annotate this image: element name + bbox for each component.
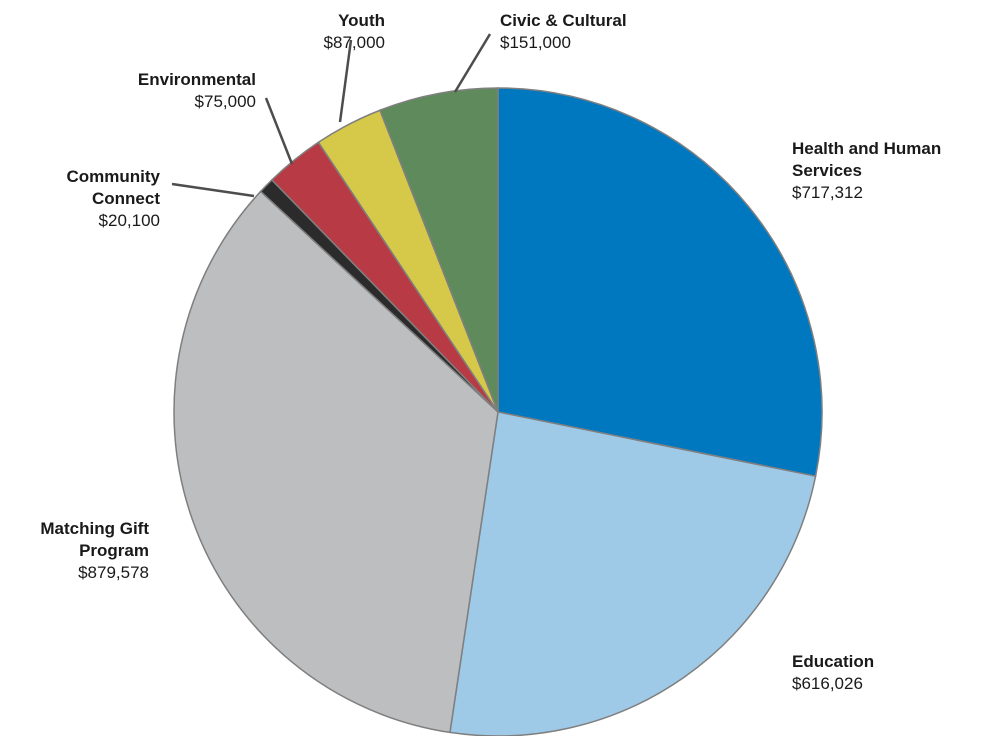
slice-label-community-connect: Community Connect $20,100	[67, 167, 161, 230]
slice-name: Environmental	[138, 70, 256, 89]
leader-line-community-connect	[171, 182, 255, 198]
leader-line-youth	[338, 39, 353, 123]
slice-label-youth: Youth $87,000	[324, 11, 385, 52]
slice-value: $879,578	[78, 563, 149, 582]
slice-label-matching-gift-program: Matching Gift Program $879,578	[40, 519, 149, 582]
slice-labels: Health and Human Services $717,312 Educatio…	[40, 11, 941, 693]
slice-name: Services	[792, 161, 862, 180]
slice-label-civic-and-cultural: Civic & Cultural $151,000	[500, 11, 627, 52]
slice-label-health-and-human-services: Health and Human Services $717,312	[792, 139, 941, 202]
slice-name: Civic & Cultural	[500, 11, 627, 30]
slice-name: Education	[792, 652, 874, 671]
pie-slice-health-and-human-services	[497, 87, 823, 478]
leader-line-civic-and-cultural	[453, 33, 492, 93]
slice-name: Connect	[92, 189, 160, 208]
slice-value: $87,000	[324, 33, 385, 52]
slice-value: $20,100	[99, 211, 160, 230]
pie-slice-matching-gift-program	[173, 190, 499, 734]
slice-value: $75,000	[195, 92, 256, 111]
slice-name: Health and Human	[792, 139, 941, 158]
slice-label-environmental: Environmental $75,000	[138, 70, 256, 111]
pie-slice-civic-and-cultural	[379, 87, 499, 413]
slice-value: $151,000	[500, 33, 571, 52]
leader-line-environmental	[264, 97, 294, 165]
slice-label-education: Education $616,026	[792, 652, 874, 693]
slice-name: Youth	[338, 11, 385, 30]
slice-value: $717,312	[792, 183, 863, 202]
pie-slices	[173, 87, 823, 736]
slice-value: $616,026	[792, 674, 863, 693]
slice-name: Program	[79, 541, 149, 560]
leader-lines	[171, 33, 492, 198]
slice-name: Community	[67, 167, 161, 186]
slice-name: Matching Gift	[40, 519, 149, 538]
